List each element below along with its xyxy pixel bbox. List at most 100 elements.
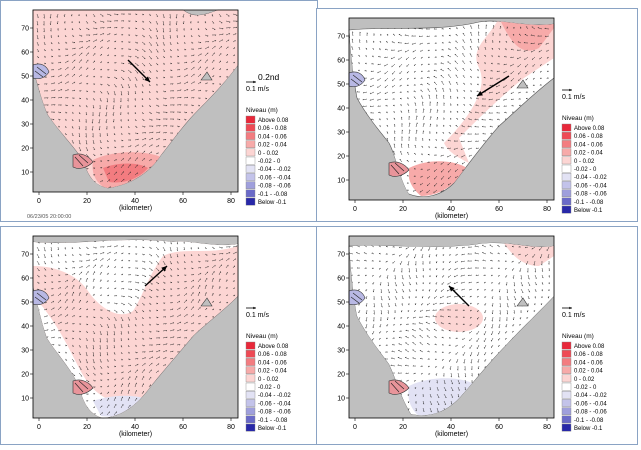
legend-swatch <box>562 165 571 172</box>
y-tick-label: 30 <box>21 122 29 129</box>
y-tick-label: 50 <box>21 300 29 307</box>
scale-label: 0.1 m/s <box>562 312 585 319</box>
legend-swatch <box>562 342 571 349</box>
legend-entry-label: -0.1 - -0.08 <box>574 200 604 206</box>
scale-label: 0.1 m/s <box>562 94 585 101</box>
legend-swatch <box>246 358 255 365</box>
legend-entry-label: -0.02 - 0 <box>258 159 281 165</box>
legend-entry-label: Above 0.08 <box>258 344 289 350</box>
legend-swatch <box>246 132 255 139</box>
legend-swatch <box>246 165 255 172</box>
x-tick-label: 60 <box>495 206 503 213</box>
x-tick-label: 0 <box>353 206 357 213</box>
legend-swatch <box>562 124 571 131</box>
legend-entry-label: 0.06 - 0.08 <box>574 352 603 358</box>
plot-area <box>33 236 238 418</box>
legend-swatch <box>246 149 255 156</box>
legend-swatch <box>246 383 255 390</box>
legend-entry-label: -0.1 - -0.08 <box>258 418 288 424</box>
y-tick-label: 50 <box>337 300 345 307</box>
legend-title: Niveau (m) <box>562 333 594 340</box>
legend-entry-label: 0.06 - 0.08 <box>574 134 603 140</box>
y-tick-label: 20 <box>21 372 29 379</box>
y-tick-label: 10 <box>21 396 29 403</box>
y-tick-label: 60 <box>21 50 29 57</box>
legend-entry-label: 0.06 - 0.08 <box>258 352 287 358</box>
legend-entry-label: Below -0.1 <box>258 200 287 206</box>
legend-swatch <box>246 399 255 406</box>
plot-area <box>349 236 554 419</box>
legend-entry-label: -0.08 - -0.06 <box>258 184 291 190</box>
legend-swatch <box>246 424 255 431</box>
legend-entry-label: 0.06 - 0.08 <box>258 126 287 132</box>
legend-swatch <box>562 408 571 415</box>
legend-entry-label: -0.08 - -0.06 <box>574 192 607 198</box>
x-tick-label: 20 <box>83 198 91 205</box>
legend-swatch <box>246 408 255 415</box>
legend-swatch <box>246 350 255 357</box>
x-tick-label: 20 <box>399 206 407 213</box>
legend-entry-label: 0 - 0.02 <box>574 159 595 165</box>
legend-swatch <box>562 375 571 382</box>
legend-swatch <box>562 157 571 164</box>
legend-entry-label: Above 0.08 <box>574 126 605 132</box>
legend-title: Niveau (m) <box>246 107 278 114</box>
legend-swatch <box>246 182 255 189</box>
legend-swatch <box>562 358 571 365</box>
y-tick-label: 70 <box>21 252 29 259</box>
legend-entry-label: -0.08 - -0.06 <box>574 410 607 416</box>
legend-swatch <box>246 190 255 197</box>
legend-entry-label: 0 - 0.02 <box>574 377 595 383</box>
legend-entry-label: 0.02 - 0.04 <box>258 369 287 375</box>
legend-entry-label: -0.1 - -0.08 <box>574 418 604 424</box>
x-tick-label: 0 <box>37 424 41 431</box>
legend-swatch <box>562 350 571 357</box>
legend-entry-label: -0.02 - 0 <box>574 385 597 391</box>
legend-entry-label: -0.04 - -0.02 <box>258 393 291 399</box>
y-tick-label: 30 <box>337 130 345 137</box>
y-tick-label: 20 <box>337 154 345 161</box>
x-tick-label: 80 <box>227 198 235 205</box>
x-axis-label: (kilometer) <box>435 213 468 220</box>
x-tick-label: 0 <box>37 198 41 205</box>
legend-swatch <box>562 173 571 180</box>
y-tick-label: 30 <box>21 348 29 355</box>
legend-swatch <box>246 342 255 349</box>
y-tick-label: 70 <box>337 252 345 259</box>
legend-entry-label: -0.06 - -0.04 <box>258 175 291 181</box>
x-axis-label: (kilometer) <box>119 431 152 438</box>
legend-entry-label: 0 - 0.02 <box>258 151 279 157</box>
legend-entry-label: 0.04 - 0.06 <box>574 360 603 366</box>
legend-swatch <box>246 141 255 148</box>
x-tick-label: 80 <box>227 424 235 431</box>
legend-entry-label: -0.08 - -0.06 <box>258 410 291 416</box>
legend-entry-label: -0.04 - -0.02 <box>574 393 607 399</box>
y-tick-label: 40 <box>337 324 345 331</box>
y-tick-label: 10 <box>337 178 345 185</box>
scale-label: 0.1 m/s <box>246 86 269 93</box>
x-tick-label: 60 <box>179 424 187 431</box>
y-tick-label: 70 <box>21 26 29 33</box>
y-tick-label: 50 <box>21 74 29 81</box>
legend-swatch <box>562 416 571 423</box>
x-tick-label: 40 <box>131 198 139 205</box>
legend-swatch <box>246 391 255 398</box>
legend-swatch <box>562 391 571 398</box>
legend-swatch <box>562 198 571 205</box>
legend-entry-label: -0.04 - -0.02 <box>258 167 291 173</box>
y-tick-label: 10 <box>337 396 345 403</box>
legend-swatch <box>246 116 255 123</box>
y-tick-label: 30 <box>337 348 345 355</box>
y-tick-label: 50 <box>337 82 345 89</box>
legend-entry-label: Below -0.1 <box>258 426 287 432</box>
x-tick-label: 40 <box>447 424 455 431</box>
legend-title: Niveau (m) <box>246 333 278 340</box>
legend-entry-label: 0.04 - 0.06 <box>258 360 287 366</box>
y-tick-label: 60 <box>337 58 345 65</box>
y-tick-label: 10 <box>21 170 29 177</box>
